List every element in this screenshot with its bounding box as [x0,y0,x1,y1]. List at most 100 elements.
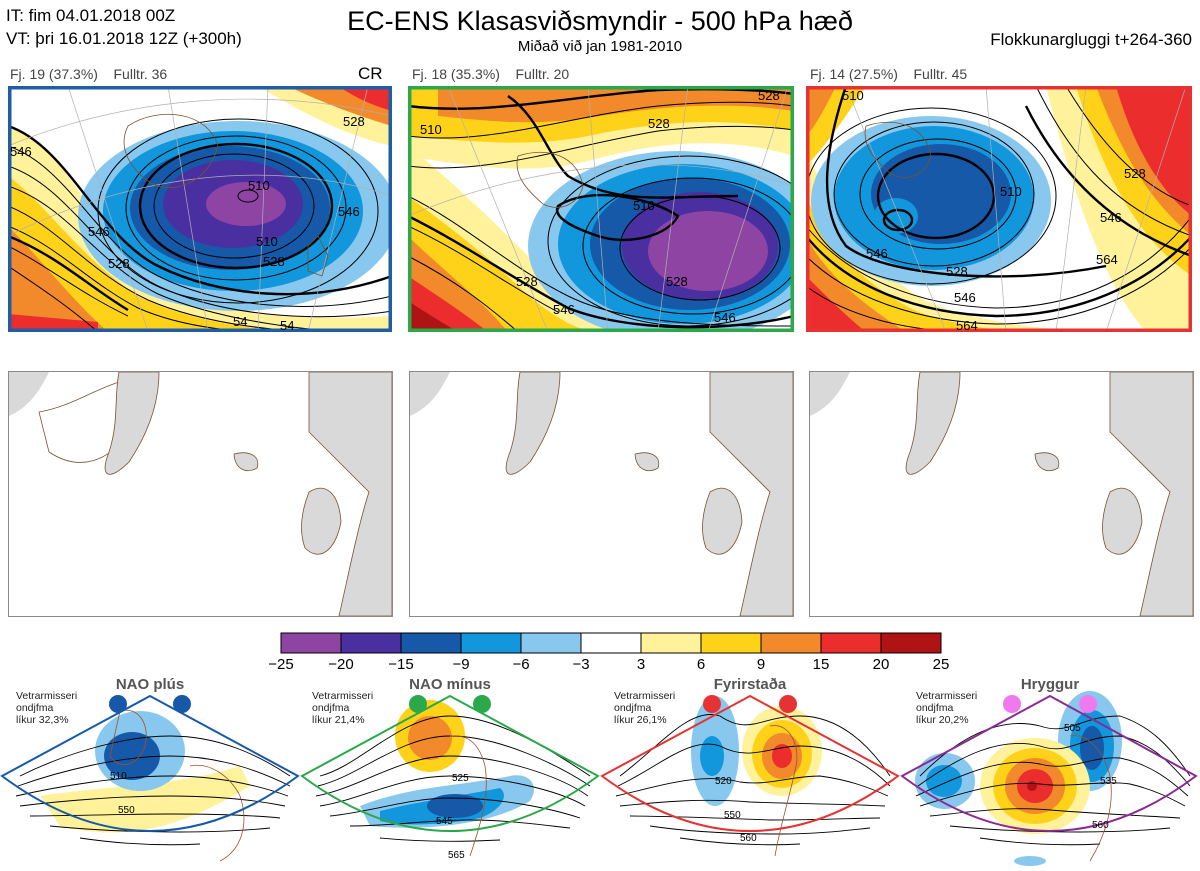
colorbar-swatch [640,632,702,654]
regime-stat: ondjfma [312,702,350,714]
contour-label: 546 [10,144,32,159]
colorbar-tick-label: −9 [452,656,470,673]
colorbar-tick-label: −3 [572,656,590,673]
regime-stat: ondjfma [614,702,652,714]
header-info: IT: fim 04.01.2018 00Z VT: þri 16.01.201… [6,4,242,50]
colorbar-tick-label: −6 [512,656,530,673]
contour-label: 510 [420,122,442,137]
colorbar-swatch [760,632,822,654]
regime-stat: ondjfma [916,702,954,714]
cluster-1-caption: Fj. 19 (37.3%) Fulltr. 36 [10,66,167,82]
colorbar-swatch [700,632,762,654]
regime-dot-right [173,695,191,713]
colorbar-swatch [280,632,342,654]
contour-label: 528 [666,274,688,289]
regime-stat: ondjfma [16,702,54,714]
cluster-2-representative: Fulltr. 20 [515,66,570,82]
regime-season: Vetrarmisseri [312,690,374,702]
regime-probability: líkur 21,4% [312,714,365,726]
contour-label: 520 [715,776,732,787]
regime-dot-left [409,695,427,713]
contour-label: 528 [343,114,365,129]
colorbar-tick-label: 15 [812,656,830,673]
contour-label: 546 [714,310,736,325]
regime-dot-left [109,695,127,713]
empty-map-2 [409,371,794,617]
regime-season: Vetrarmisseri [614,690,676,702]
empty-map-1 [8,371,393,617]
regime-dot-right [779,695,797,713]
regime-name: Fyrirstaða [713,676,787,693]
colorbar-swatch [820,632,882,654]
cluster-3-map: 510 510 528 546 564 528 546 564 546 [806,86,1192,332]
colorbar-swatch [460,632,522,654]
colorbar-swatch [520,632,582,654]
regime-blocking: Vetrarmisseri ondjfma líkur 26,1% Fyrirs… [600,676,900,871]
regime-season: Vetrarmisseri [16,690,78,702]
cluster-2-label: Fj. 18 (35.3%) [412,66,500,82]
contour-label: 528 [946,264,968,279]
cluster-1-map: 510 510 528 528 546 546 528 54 54 546 [8,86,392,332]
colorbar-swatch [340,632,402,654]
cluster-3-label: Fj. 14 (27.5%) [810,66,898,82]
colorbar-tick-label: 20 [872,656,890,673]
colorbar [280,632,944,659]
colorbar-tick-label: 9 [756,656,766,673]
cluster-1-flag: CR [358,64,383,83]
regime-name: NAO plús [115,676,185,693]
cluster-2-map: 510 528 510 528 528 546 546 528 [408,86,794,332]
regime-nao-plus: Vetrarmisseri ondjfma líkur 32,3% NAO pl… [0,676,300,871]
contour-label: 546 [866,246,888,261]
cluster-2-caption: Fj. 18 (35.3%) Fulltr. 20 [412,66,569,82]
regime-probability: líkur 20,2% [916,714,969,726]
contour-label: 550 [118,805,135,816]
contour-label: 505 [1064,723,1081,734]
contour-label: 525 [452,773,469,784]
contour-label: 510 [1000,184,1022,199]
colorbar-swatch [880,632,942,654]
contour-label: 54 [280,318,294,332]
contour-label: 510 [248,178,270,193]
contour-label: 550 [724,810,741,821]
page-title: EC-ENS Klasasviðsmyndir - 500 hPa hæð [347,6,853,36]
contour-label: 528 [758,88,780,103]
regime-name: NAO mínus [409,676,491,693]
contour-label: 546 [88,224,110,239]
regime-season: Vetrarmisseri [916,690,978,702]
contour-label: 546 [1100,210,1122,225]
contour-label: 564 [956,318,978,332]
contour-label: 546 [338,204,360,219]
page-subtitle: Miðað við jan 1981-2010 [517,38,683,55]
contour-label: 545 [436,816,453,827]
regime-name: Hryggur [1020,676,1080,693]
regime-dot-right [1079,695,1097,713]
colorbar-swatch [580,632,642,654]
contour-label: 510 [256,234,278,249]
regime-probability: líkur 32,3% [16,714,69,726]
cluster-1-label: Fj. 19 (37.3%) [10,66,98,82]
contour-label: 528 [1124,166,1146,181]
cluster-1-representative: Fulltr. 36 [113,66,168,82]
contour-label: 528 [263,254,285,269]
contour-label: 54 [233,314,247,329]
colorbar-tick-label: −20 [328,656,354,673]
regime-probability: líkur 26,1% [614,714,667,726]
contour-label: 560 [740,833,757,844]
colorbar-swatches [280,632,942,654]
regime-dot-left [1003,695,1021,713]
cluster-3-caption: Fj. 14 (27.5%) Fulltr. 45 [810,66,967,82]
contour-label: 546 [553,302,575,317]
initial-time: IT: fim 04.01.2018 00Z [6,6,176,25]
classification-window: Flokkunargluggi t+264-360 [990,30,1192,49]
regime-nao-minus: Vetrarmisseri ondjfma líkur 21,4% NAO mí… [300,676,600,871]
regime-dot-left [703,695,721,713]
colorbar-swatch [400,632,462,654]
empty-map-3 [809,371,1194,617]
contour-label: 510 [110,771,127,782]
regime-dot-right [473,695,491,713]
contour-label: 565 [448,850,465,861]
colorbar-tick-label: −15 [388,656,414,673]
contour-label: 560 [1092,820,1109,831]
contour-label: 528 [648,116,670,131]
contour-label: 546 [954,290,976,305]
